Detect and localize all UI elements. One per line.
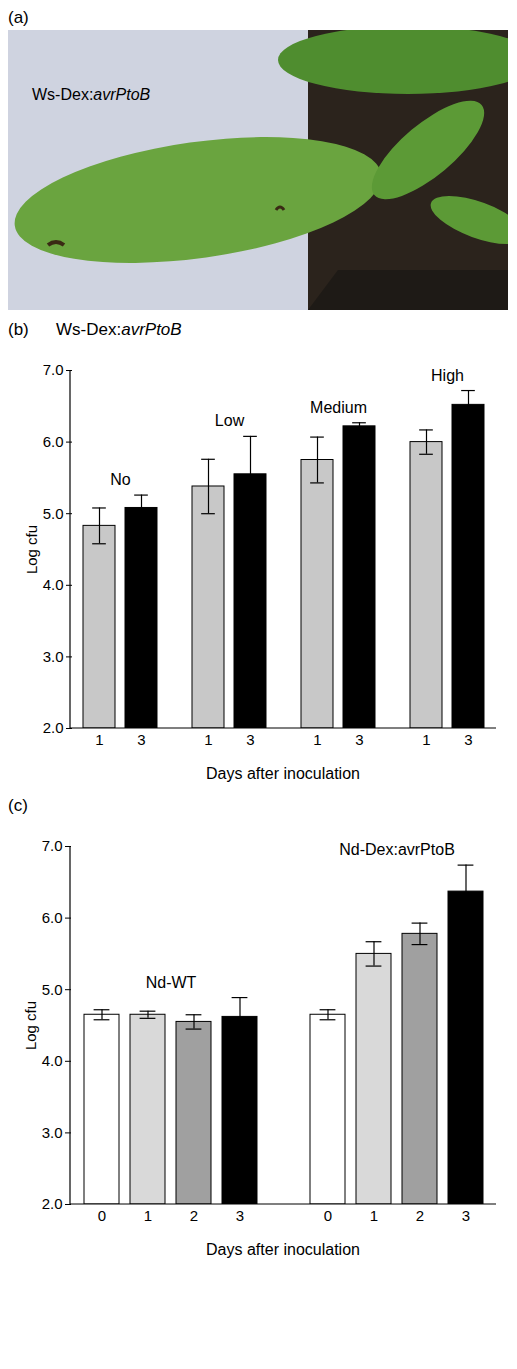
svg-text:Nd-Dex:avrPtoB: Nd-Dex:avrPtoB bbox=[339, 841, 455, 858]
svg-text:Log cfu: Log cfu bbox=[22, 1001, 39, 1050]
svg-text:7.0: 7.0 bbox=[43, 361, 64, 378]
svg-text:3: 3 bbox=[355, 731, 363, 748]
svg-text:6.0: 6.0 bbox=[42, 909, 63, 926]
svg-text:7.0: 7.0 bbox=[42, 837, 63, 854]
html-text:Days after inoculation: Days after inoculation bbox=[206, 765, 360, 782]
html-text:(c): (c) bbox=[8, 796, 28, 815]
svg-text:6.0: 6.0 bbox=[43, 433, 64, 450]
svg-text:3.0: 3.0 bbox=[42, 1124, 63, 1141]
svg-text:No: No bbox=[110, 471, 131, 488]
svg-text:0: 0 bbox=[324, 1207, 332, 1224]
svg-text:4.0: 4.0 bbox=[43, 576, 64, 593]
svg-text:1: 1 bbox=[204, 731, 212, 748]
svg-text:Nd-WT: Nd-WT bbox=[146, 974, 197, 991]
svg-text:High: High bbox=[431, 367, 464, 384]
svg-text:1: 1 bbox=[313, 731, 321, 748]
svg-text:5.0: 5.0 bbox=[43, 505, 64, 522]
svg-text:5.0: 5.0 bbox=[42, 981, 63, 998]
svg-text:2: 2 bbox=[416, 1207, 424, 1224]
svg-text:1: 1 bbox=[370, 1207, 378, 1224]
html-text:Ws-Dex: avrPtoB: Ws-Dex: avrPtoB bbox=[56, 320, 182, 339]
svg-text:Log cfu: Log cfu bbox=[23, 525, 40, 574]
svg-text:Ws-Dex:avrPtoB: Ws-Dex:avrPtoB bbox=[32, 86, 151, 103]
svg-text:2.0: 2.0 bbox=[43, 719, 64, 736]
html-text:(b): (b) bbox=[8, 320, 29, 339]
svg-text:3: 3 bbox=[137, 731, 145, 748]
svg-text:0: 0 bbox=[98, 1207, 106, 1224]
svg-text:1: 1 bbox=[422, 731, 430, 748]
svg-text:3: 3 bbox=[462, 1207, 470, 1224]
svg-text:4.0: 4.0 bbox=[42, 1052, 63, 1069]
html-text:(a): (a) bbox=[8, 8, 29, 27]
svg-text:3.0: 3.0 bbox=[43, 648, 64, 665]
svg-text:3: 3 bbox=[246, 731, 254, 748]
svg-text:1: 1 bbox=[144, 1207, 152, 1224]
svg-text:3: 3 bbox=[236, 1207, 244, 1224]
svg-text:1: 1 bbox=[95, 731, 103, 748]
svg-text:2: 2 bbox=[190, 1207, 198, 1224]
svg-text:2.0: 2.0 bbox=[42, 1195, 63, 1212]
svg-text:3: 3 bbox=[464, 731, 472, 748]
svg-text:Medium: Medium bbox=[310, 399, 367, 416]
svg-text:Low: Low bbox=[215, 412, 245, 429]
html-text:Days after inoculation: Days after inoculation bbox=[206, 1241, 360, 1258]
